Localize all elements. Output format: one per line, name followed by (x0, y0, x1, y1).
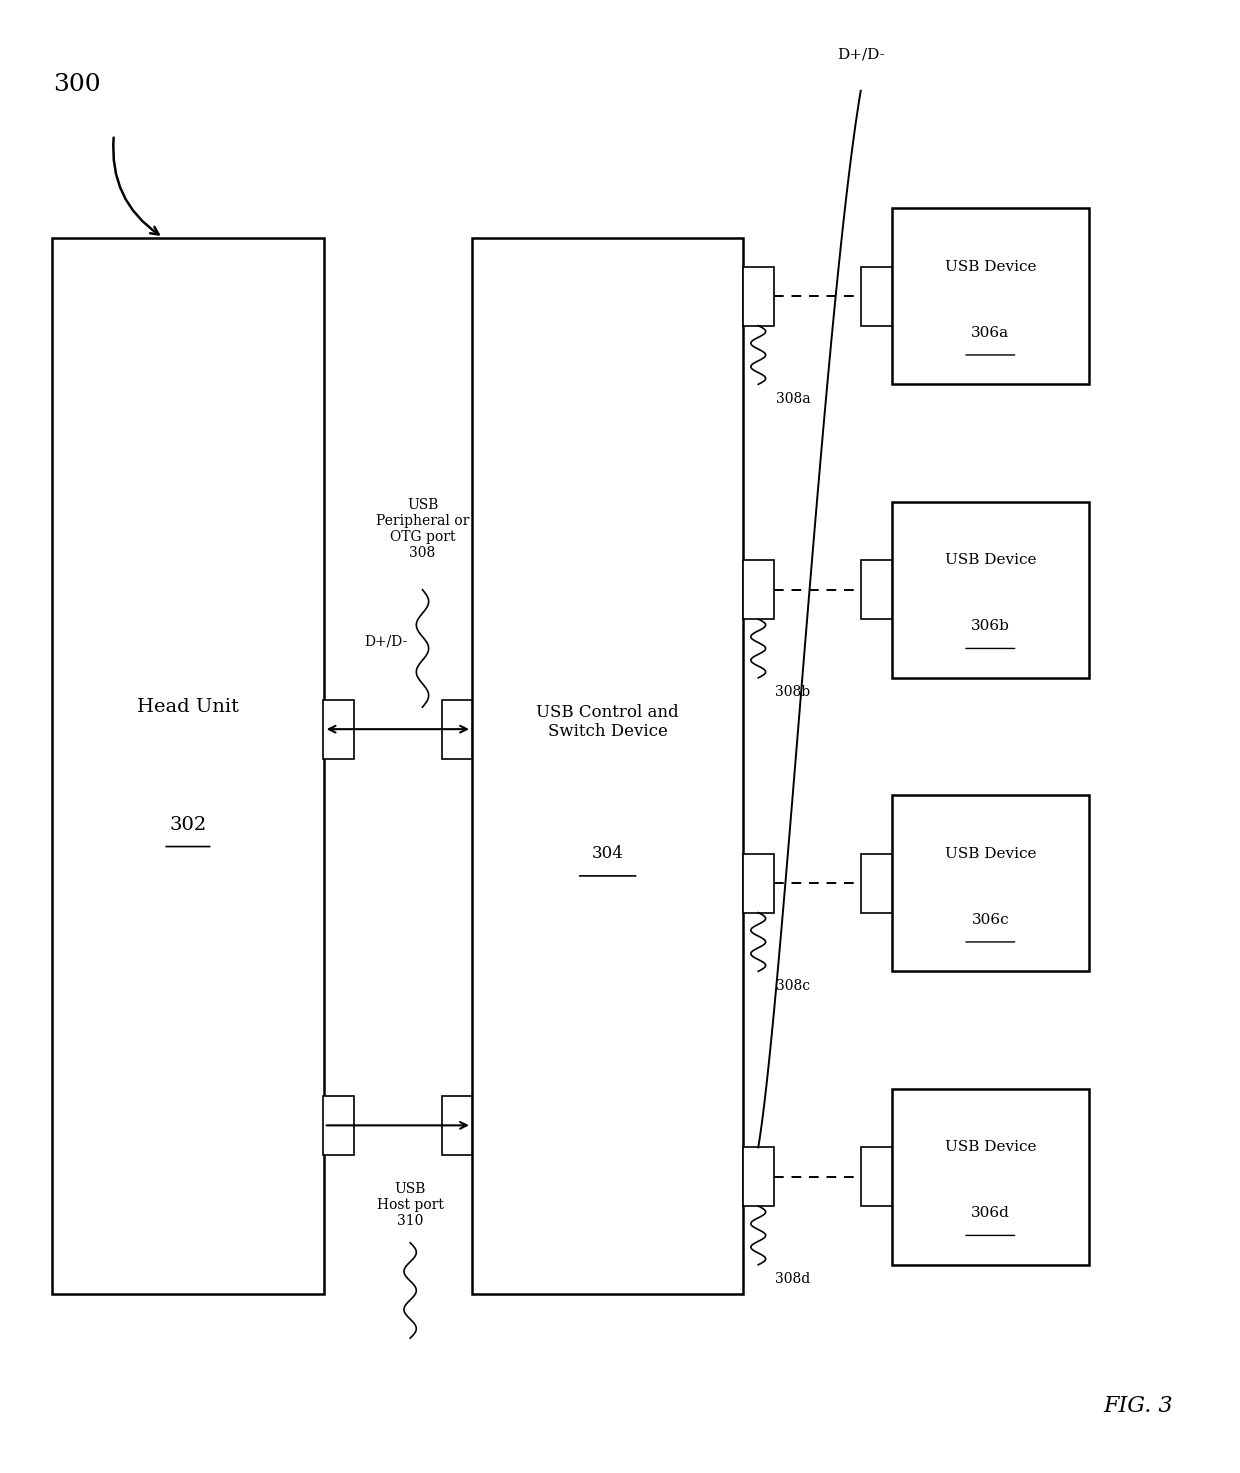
Text: USB Device: USB Device (945, 554, 1037, 567)
Bar (892, 1089, 1089, 1265)
Bar (743, 854, 774, 913)
Text: USB
Peripheral or
OTG port
308: USB Peripheral or OTG port 308 (376, 498, 469, 560)
Text: USB Control and
Switch Device: USB Control and Switch Device (537, 704, 680, 739)
Text: 306c: 306c (971, 913, 1009, 927)
Bar (472, 237, 744, 1295)
Bar (862, 267, 893, 326)
Bar (862, 854, 893, 913)
Text: FIG. 3: FIG. 3 (1104, 1395, 1173, 1417)
Text: USB Device: USB Device (945, 847, 1037, 860)
Text: 302: 302 (170, 816, 207, 834)
Text: 300: 300 (53, 72, 100, 96)
Text: Head Unit: Head Unit (136, 698, 239, 716)
Bar (892, 502, 1089, 678)
Text: 306d: 306d (971, 1206, 1009, 1221)
Text: USB Device: USB Device (945, 1140, 1037, 1155)
Text: 308c: 308c (776, 980, 810, 993)
Text: 304: 304 (591, 846, 624, 862)
Text: USB
Host port
310: USB Host port 310 (377, 1181, 444, 1228)
Text: 306b: 306b (971, 620, 1009, 633)
Text: 308a: 308a (775, 392, 810, 407)
Bar (743, 560, 774, 619)
Text: USB Device: USB Device (945, 259, 1037, 274)
Bar (324, 1096, 353, 1155)
Bar (892, 208, 1089, 384)
Bar (743, 1147, 774, 1206)
Bar (441, 1096, 472, 1155)
Text: 308b: 308b (775, 685, 811, 700)
Bar (324, 700, 353, 759)
Text: D+/D-: D+/D- (837, 47, 884, 62)
Bar (441, 700, 472, 759)
Bar (862, 1147, 893, 1206)
Bar (743, 267, 774, 326)
Bar (892, 795, 1089, 971)
Bar (862, 560, 893, 619)
Text: 308d: 308d (775, 1273, 811, 1286)
Bar (52, 237, 324, 1295)
Text: D+/D-: D+/D- (363, 633, 407, 648)
Text: 306a: 306a (971, 326, 1009, 340)
